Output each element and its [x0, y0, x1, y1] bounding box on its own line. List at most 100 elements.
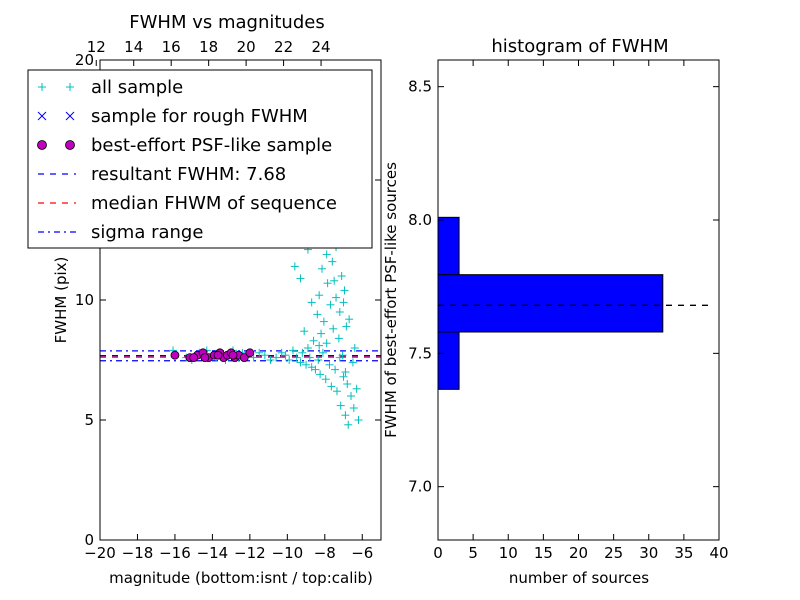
scatter-point-plus	[339, 372, 348, 381]
scatter-point-plus	[298, 348, 307, 357]
scatter-point-plus	[348, 358, 357, 367]
scatter-point-plus	[296, 358, 305, 367]
y-tick-label: 5	[84, 411, 94, 429]
scatter-point-circle	[228, 350, 238, 360]
scatter-point-plus	[322, 250, 331, 259]
scatter-point-plus	[341, 411, 350, 420]
legend-entry: resultant FWHM: 7.68	[38, 164, 286, 185]
legend-entry: all sample	[38, 77, 183, 98]
scatter-point-plus	[327, 382, 336, 391]
x-tick-label: −20	[84, 544, 116, 562]
scatter-point-plus	[313, 310, 322, 319]
scatter-point-plus	[341, 368, 350, 376]
scatter-point-plus	[330, 276, 339, 285]
x-tick-label: −8	[314, 544, 336, 562]
scatter-x-label: magnitude (bottom:isnt / top:calib)	[109, 569, 373, 587]
y-tick-label: 8.0	[408, 211, 432, 229]
scatter-point-plus	[290, 262, 299, 271]
x-tick-label: −6	[351, 544, 373, 562]
x-tick-label: 30	[639, 544, 658, 562]
scatter-point-plus	[343, 380, 352, 388]
histogram-x-label: number of sources	[509, 569, 649, 587]
scatter-point-plus	[321, 375, 330, 384]
scatter-point-circle	[239, 353, 249, 363]
top-tick-label: 24	[312, 38, 331, 56]
scatter-point-plus	[307, 298, 316, 307]
scatter-y-label: FWHM (pix)	[52, 257, 70, 344]
scatter-point-plus	[344, 420, 353, 429]
y-tick-label: 8.5	[408, 78, 432, 96]
x-tick-label: −10	[272, 544, 304, 562]
x-tick-label: 5	[468, 544, 478, 562]
x-tick-label: 15	[534, 544, 553, 562]
histogram-title: histogram of FWHM	[491, 36, 668, 57]
scatter-point-plus	[315, 341, 324, 350]
x-tick-label: −12	[234, 544, 266, 562]
scatter-point-plus	[281, 351, 290, 360]
scatter-point-plus	[329, 324, 338, 333]
x-tick-label: 10	[499, 544, 518, 562]
histogram-bar	[437, 331, 460, 390]
scatter-point-plus	[285, 356, 294, 364]
top-tick-label: 18	[199, 38, 218, 56]
top-tick-label: 16	[162, 38, 181, 56]
y-tick-label: 20	[75, 51, 94, 69]
x-tick-label: −18	[122, 544, 154, 562]
top-tick-label: 22	[274, 38, 293, 56]
x-tick-label: 20	[569, 544, 588, 562]
scatter-point-plus	[339, 298, 348, 307]
scatter-point-plus	[345, 315, 354, 324]
scatter-reference-lines	[100, 350, 381, 362]
legend-entry: sample for rough FWHM	[37, 106, 308, 127]
histogram-bar	[437, 274, 664, 333]
x-tick-label: −14	[197, 544, 229, 562]
scatter-point-plus	[303, 344, 312, 352]
scatter-point-plus	[322, 339, 331, 348]
scatter-point-plus	[350, 344, 359, 352]
scatter-point-plus	[342, 322, 351, 331]
x-tick-label: −16	[159, 544, 191, 562]
scatter-point-plus	[266, 356, 275, 364]
scatter-point-plus	[335, 353, 344, 362]
x-tick-label: 0	[433, 544, 443, 562]
scatter-point-plus	[300, 327, 309, 336]
y-tick-label: 7.0	[408, 478, 432, 496]
scatter-point-plus	[328, 257, 337, 266]
scatter-point-plus	[302, 360, 311, 369]
scatter-point-plus	[315, 291, 324, 300]
scatter-point-plus	[272, 353, 281, 362]
scatter-point-plus	[331, 365, 340, 374]
legend-entry: median FHWM of sequence	[38, 193, 337, 214]
legend-entries: all sample sample for rough FWHM best-effo…	[37, 77, 337, 243]
scatter-point-plus	[337, 272, 346, 280]
scatter-point-plus	[292, 353, 301, 362]
y-tick-label: 0	[84, 531, 94, 549]
scatter-point-plus	[305, 353, 314, 362]
scatter-point-plus	[314, 356, 323, 364]
scatter-points	[169, 92, 363, 429]
legend-label: resultant FWHM: 7.68	[91, 164, 286, 185]
scatter-point-plus	[332, 293, 341, 302]
scatter-point-plus	[335, 308, 344, 316]
scatter-point-plus	[340, 286, 349, 295]
scatter-point-plus	[336, 401, 345, 410]
scatter-point-plus	[317, 329, 326, 338]
histogram-y-label: FWHM of best-effort PSF-like sources	[382, 162, 400, 438]
histogram-bar	[437, 216, 460, 276]
histogram-bars	[437, 216, 664, 390]
legend-label: sample for rough FWHM	[91, 106, 308, 127]
scatter-point-circle	[189, 353, 199, 363]
scatter-point-plus	[260, 351, 269, 360]
histogram-y-axis-ticks: 7.0 7.5 8.0 8.5	[408, 78, 719, 496]
legend-entry: best-effort PSF-like sample	[37, 135, 332, 156]
scatter-point-plus	[255, 348, 264, 357]
x-tick-label: 40	[709, 544, 728, 562]
scatter-title: FWHM vs magnitudes	[129, 12, 324, 33]
scatter-point-plus	[296, 274, 305, 283]
histogram-panel: 0 5 10 15 20 25 30 35 40 7.0 7.5 8.0 8.5 histogram …	[382, 36, 729, 587]
legend-entry: sigma range	[38, 222, 203, 243]
scatter-point-plus	[288, 346, 297, 355]
legend-box	[27, 69, 373, 249]
scatter-point-circle	[245, 348, 255, 358]
